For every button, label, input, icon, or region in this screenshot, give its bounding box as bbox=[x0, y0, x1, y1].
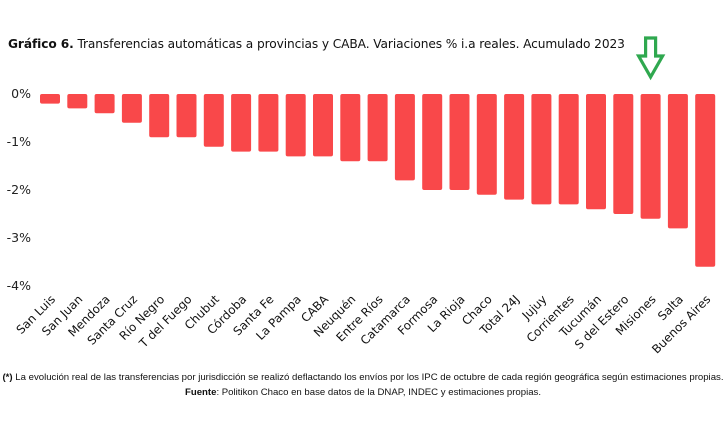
y-tick-label: 0% bbox=[11, 86, 31, 101]
bar bbox=[613, 94, 634, 214]
bar bbox=[586, 94, 606, 210]
footnote-text: La evolución real de las transferencias … bbox=[12, 372, 724, 383]
bar bbox=[422, 94, 443, 190]
bar bbox=[558, 94, 579, 205]
y-tick-label: -2% bbox=[7, 182, 31, 197]
annotations bbox=[635, 36, 666, 81]
bar bbox=[149, 94, 170, 138]
bar bbox=[231, 94, 252, 152]
bar bbox=[340, 94, 361, 162]
footnote-source-text: : Politikon Chaco en base datos de la DN… bbox=[216, 387, 542, 398]
bar bbox=[67, 94, 88, 109]
bar bbox=[285, 94, 306, 157]
y-axis: 0% -1% -2% -3% -4% bbox=[7, 86, 31, 293]
bar bbox=[504, 94, 525, 200]
bar bbox=[94, 94, 115, 114]
bar bbox=[531, 94, 552, 205]
y-tick-label: -3% bbox=[7, 230, 31, 245]
bar bbox=[367, 94, 388, 162]
bar bbox=[176, 94, 197, 138]
down-arrow-icon bbox=[635, 36, 666, 81]
bar bbox=[394, 94, 415, 181]
footnote-marker: (*) bbox=[2, 372, 13, 383]
chart-title-text: Transferencias automáticas a provincias … bbox=[73, 37, 625, 51]
bar bbox=[640, 94, 661, 219]
bar bbox=[121, 94, 142, 123]
bar bbox=[667, 94, 688, 229]
y-tick-label: -4% bbox=[7, 278, 31, 293]
bar bbox=[203, 94, 224, 147]
footnote-source-label: Fuente bbox=[184, 387, 217, 398]
bars bbox=[40, 94, 716, 267]
bar bbox=[476, 94, 497, 195]
bar bbox=[40, 94, 60, 104]
y-tick-label: -1% bbox=[7, 134, 31, 149]
chart-title: Gráfico 6. Transferencias automáticas a … bbox=[8, 37, 625, 51]
bar bbox=[313, 94, 333, 157]
chart-title-label: Gráfico 6. bbox=[8, 37, 74, 51]
bar bbox=[258, 94, 279, 152]
footnote: (*) La evolución real de las transferenc… bbox=[0, 370, 726, 400]
bar bbox=[695, 94, 716, 267]
bar bbox=[449, 94, 470, 190]
